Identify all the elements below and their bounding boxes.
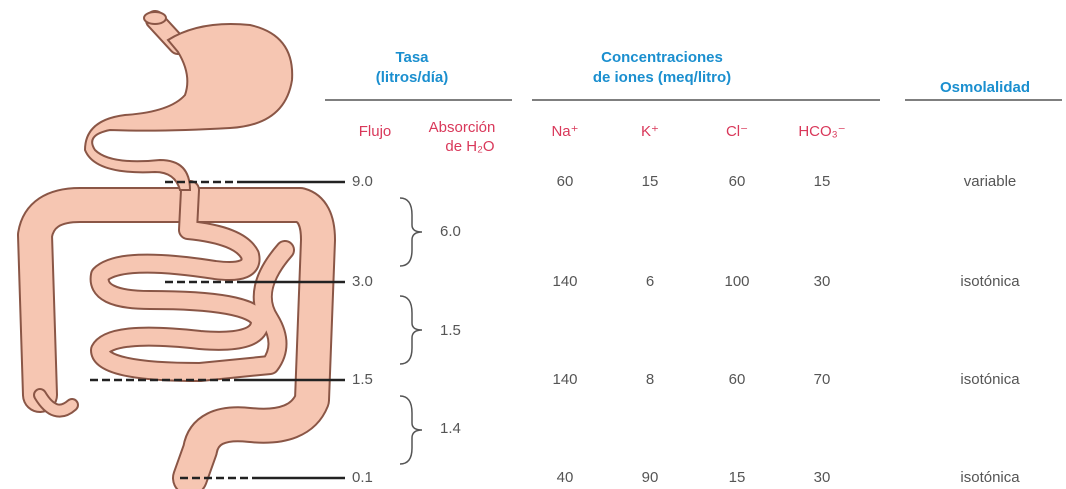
page: Tasa (litros/día) Concentraciones de ion… bbox=[0, 0, 1066, 489]
braces bbox=[400, 198, 422, 464]
cell: 15 bbox=[729, 469, 746, 486]
absorption-value: 6.0 bbox=[440, 223, 461, 240]
cell: 40 bbox=[557, 469, 574, 486]
cell: variable bbox=[964, 173, 1017, 190]
cell: 140 bbox=[552, 273, 577, 290]
flow-value: 9.0 bbox=[352, 173, 373, 190]
flow-value: 0.1 bbox=[352, 469, 373, 486]
cell: 60 bbox=[557, 173, 574, 190]
cell: isotónica bbox=[960, 273, 1020, 290]
cell: 30 bbox=[814, 469, 831, 486]
subheader: Absorción bbox=[429, 119, 496, 136]
header: Tasa bbox=[395, 49, 429, 66]
cell: 30 bbox=[814, 273, 831, 290]
cell: isotónica bbox=[960, 469, 1020, 486]
cell: 70 bbox=[814, 371, 831, 388]
header: (litros/día) bbox=[376, 69, 449, 86]
flow-value: 3.0 bbox=[352, 273, 373, 290]
header: Osmolalidad bbox=[940, 79, 1030, 96]
flow-value: 1.5 bbox=[352, 371, 373, 388]
header: Concentraciones bbox=[601, 49, 723, 66]
subheader: HCO₃⁻ bbox=[798, 123, 845, 140]
subheader: de H₂O bbox=[445, 138, 494, 155]
subheader: Na⁺ bbox=[551, 123, 578, 140]
cell: 15 bbox=[814, 173, 831, 190]
header: de iones (meq/litro) bbox=[593, 69, 731, 86]
digestive-tract bbox=[35, 12, 318, 478]
cell: 100 bbox=[724, 273, 749, 290]
absorption-value: 1.4 bbox=[440, 420, 461, 437]
subheader: K⁺ bbox=[641, 123, 659, 140]
cell: 15 bbox=[642, 173, 659, 190]
cell: 6 bbox=[646, 273, 654, 290]
cell: 60 bbox=[729, 173, 746, 190]
cell: isotónica bbox=[960, 371, 1020, 388]
cell: 140 bbox=[552, 371, 577, 388]
subheader: Cl⁻ bbox=[726, 123, 748, 140]
absorption-value: 1.5 bbox=[440, 322, 461, 339]
cell: 60 bbox=[729, 371, 746, 388]
subheader: Flujo bbox=[359, 123, 392, 140]
cell: 90 bbox=[642, 469, 659, 486]
cell: 8 bbox=[646, 371, 654, 388]
